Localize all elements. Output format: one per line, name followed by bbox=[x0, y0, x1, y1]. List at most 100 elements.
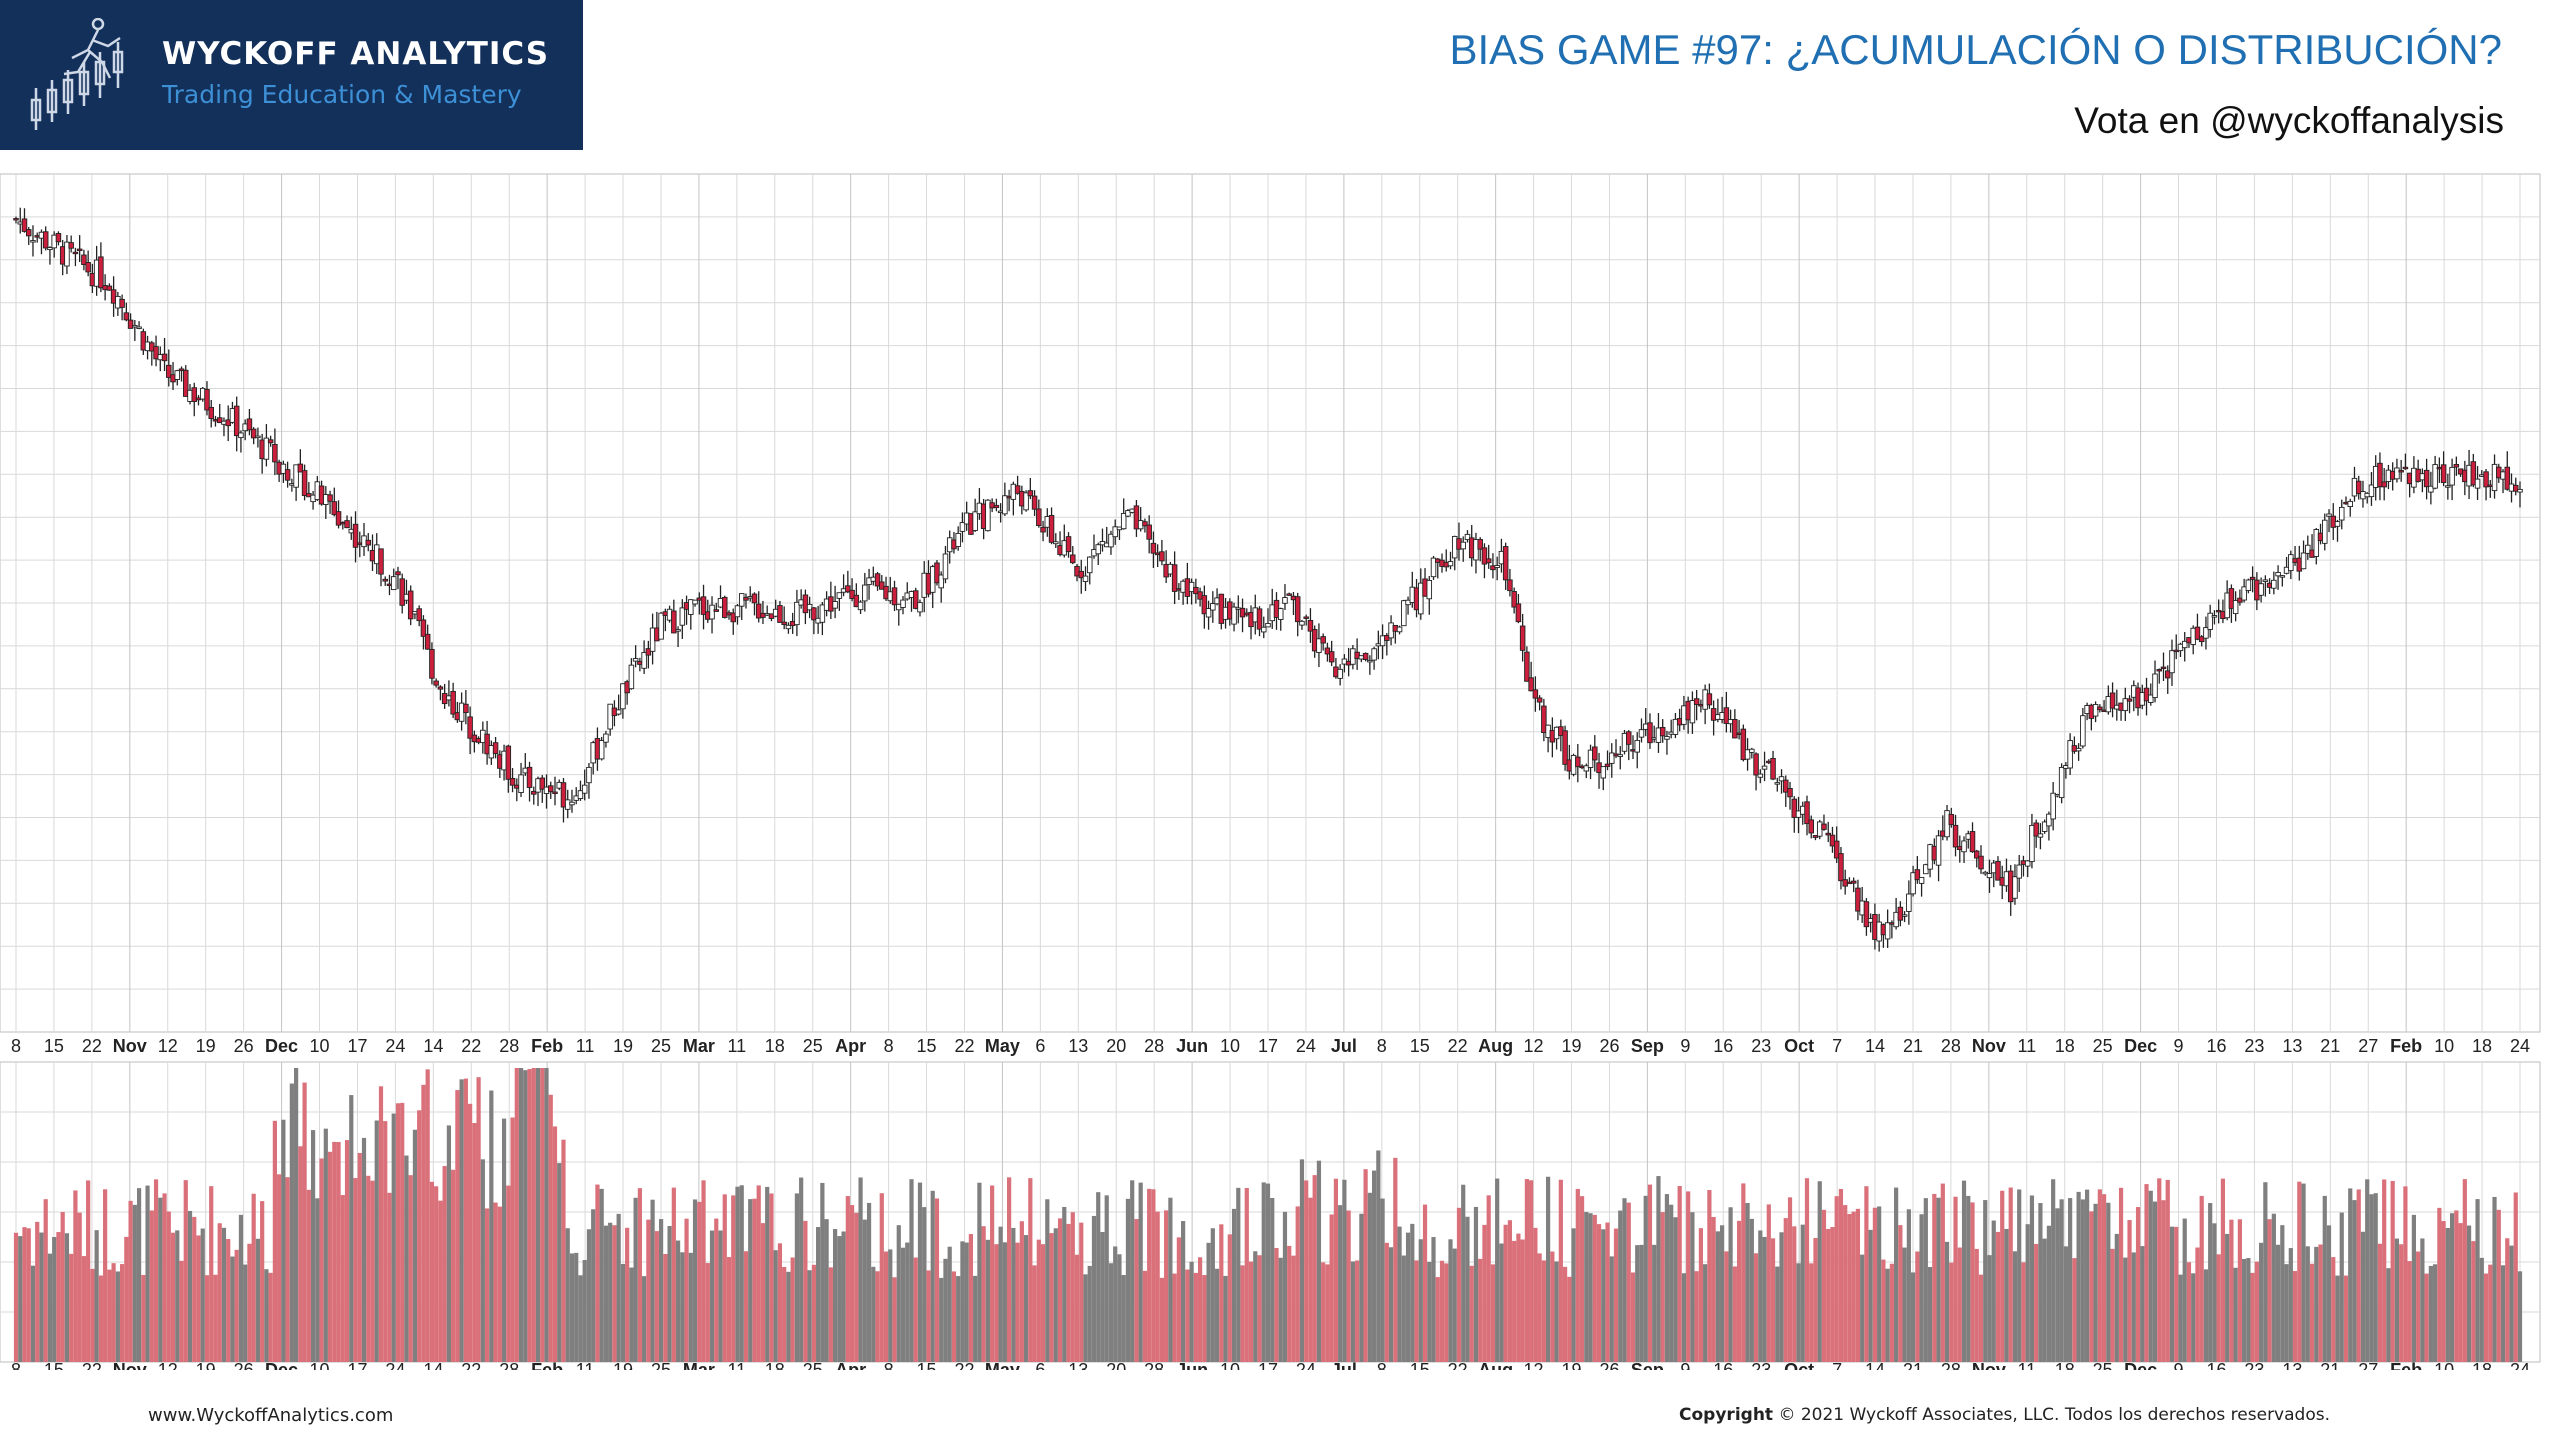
price-axis-tick-label: Feb bbox=[531, 1036, 563, 1056]
up-volume-bar bbox=[52, 1237, 57, 1362]
price-axis-tick-label: 25 bbox=[2093, 1036, 2113, 1056]
up-volume-bar bbox=[1860, 1254, 1865, 1362]
down-volume-bar bbox=[204, 1275, 210, 1362]
up-volume-bar bbox=[2517, 1271, 2523, 1362]
up-candle bbox=[2181, 640, 2188, 649]
up-volume-bar bbox=[1388, 1247, 1394, 1362]
down-volume-bar bbox=[1329, 1214, 1334, 1362]
down-volume-bar bbox=[1753, 1253, 1759, 1362]
up-candle bbox=[1205, 608, 1212, 618]
down-candle bbox=[700, 596, 707, 615]
volume-axis-tick-label: 14 bbox=[423, 1360, 443, 1370]
down-volume-bar bbox=[272, 1120, 277, 1362]
up-volume-bar bbox=[1002, 1242, 1007, 1362]
down-volume-bar bbox=[1422, 1204, 1428, 1362]
up-candle bbox=[2169, 650, 2175, 674]
up-volume-bar bbox=[1601, 1229, 1606, 1362]
brand-name: WYCKOFF ANALYTICS bbox=[162, 36, 550, 72]
price-axis-tick-label: Mar bbox=[683, 1036, 715, 1056]
up-volume-bar bbox=[2280, 1225, 2285, 1362]
down-volume-bar bbox=[1732, 1266, 1737, 1362]
up-candle bbox=[2046, 813, 2052, 827]
down-volume-bar bbox=[2496, 1209, 2501, 1362]
volume-axis-tick-label: 21 bbox=[1903, 1360, 1923, 1370]
up-volume-bar bbox=[1091, 1215, 1097, 1362]
up-volume-bar bbox=[1465, 1216, 1470, 1362]
down-volume-bar bbox=[671, 1187, 676, 1362]
volume-axis-tick-label: 19 bbox=[196, 1360, 216, 1370]
volume-axis-tick-label: 11 bbox=[2017, 1360, 2036, 1370]
down-candle bbox=[1524, 651, 1530, 682]
down-volume-bar bbox=[1049, 1233, 1054, 1362]
up-volume-bar bbox=[2029, 1195, 2035, 1362]
down-volume-bar bbox=[1015, 1242, 1020, 1362]
down-volume-bar bbox=[1520, 1239, 1525, 1362]
up-candle bbox=[1464, 533, 1471, 541]
price-axis-tick-label: 22 bbox=[82, 1036, 102, 1056]
up-volume-bar bbox=[1618, 1210, 1623, 1362]
down-volume-bar bbox=[2250, 1272, 2255, 1362]
down-volume-bar bbox=[1240, 1265, 1245, 1362]
up-volume-bar bbox=[1401, 1255, 1406, 1362]
down-volume-bar bbox=[2382, 1179, 2387, 1362]
down-volume-bar bbox=[234, 1249, 239, 1362]
down-volume-bar bbox=[484, 1208, 490, 1362]
up-volume-bar bbox=[2140, 1246, 2145, 1362]
down-volume-bar bbox=[1478, 1258, 1483, 1362]
up-volume-bar bbox=[39, 1232, 44, 1362]
down-candle bbox=[1307, 619, 1314, 632]
up-candle bbox=[628, 664, 635, 690]
down-volume-bar bbox=[1070, 1212, 1075, 1362]
price-axis-tick-label: 26 bbox=[234, 1036, 254, 1056]
down-candle bbox=[1592, 746, 1598, 761]
down-volume-bar bbox=[1134, 1219, 1139, 1362]
up-volume-bar bbox=[824, 1219, 829, 1362]
price-axis-tick-label: 10 bbox=[309, 1036, 329, 1056]
price-axis-tick-label: 24 bbox=[2510, 1036, 2530, 1056]
down-candle bbox=[1659, 726, 1666, 737]
down-candle bbox=[2423, 469, 2430, 488]
down-volume-bar bbox=[1843, 1205, 1848, 1362]
up-volume-bar bbox=[973, 1275, 978, 1362]
down-candle bbox=[81, 254, 87, 265]
up-volume-bar bbox=[591, 1209, 596, 1362]
down-candle bbox=[1897, 906, 1904, 921]
price-axis-tick-label: Oct bbox=[1784, 1036, 1814, 1056]
up-volume-bar bbox=[1817, 1181, 1822, 1362]
up-volume-bar bbox=[998, 1226, 1003, 1362]
price-axis-tick-label: 6 bbox=[1035, 1036, 1045, 1056]
up-volume-bar bbox=[2263, 1182, 2268, 1362]
price-axis-tick-label: 14 bbox=[423, 1036, 443, 1056]
down-candle bbox=[250, 428, 257, 439]
down-volume-bar bbox=[1355, 1260, 1360, 1362]
down-volume-bar bbox=[531, 1068, 536, 1362]
down-volume-bar bbox=[1007, 1177, 1012, 1362]
volume-axis-tick-label: 22 bbox=[1448, 1360, 1468, 1370]
volume-axis-tick-label: Dec bbox=[2124, 1360, 2157, 1370]
down-volume-bar bbox=[1541, 1260, 1546, 1362]
up-volume-bar bbox=[1125, 1198, 1131, 1362]
up-volume-bar bbox=[1554, 1261, 1559, 1362]
up-candle bbox=[1277, 608, 1284, 620]
down-volume-bar bbox=[442, 1166, 447, 1362]
volume-axis-tick-label: 23 bbox=[1751, 1360, 1771, 1370]
down-volume-bar bbox=[2161, 1200, 2166, 1362]
volume-axis-tick-label: 15 bbox=[1410, 1360, 1430, 1370]
down-candle bbox=[1477, 539, 1483, 550]
copyright-label: Copyright bbox=[1679, 1405, 1774, 1425]
down-volume-bar bbox=[2454, 1210, 2459, 1362]
website-link[interactable]: www.WyckoffAnalytics.com bbox=[148, 1405, 394, 1426]
up-candle bbox=[1761, 765, 1768, 770]
down-volume-bar bbox=[2174, 1226, 2179, 1362]
up-candle bbox=[2016, 864, 2022, 879]
down-volume-bar bbox=[56, 1232, 61, 1362]
price-axis-tick-label: 24 bbox=[1296, 1036, 1316, 1056]
down-volume-bar bbox=[1881, 1259, 1886, 1362]
up-candle bbox=[2041, 821, 2048, 832]
down-volume-bar bbox=[90, 1268, 95, 1362]
down-volume-bar bbox=[103, 1189, 108, 1362]
down-candle bbox=[1065, 536, 1072, 553]
down-volume-bar bbox=[260, 1201, 265, 1362]
price-axis-tick-label: 25 bbox=[651, 1036, 671, 1056]
price-axis-tick-label: 23 bbox=[2244, 1036, 2264, 1056]
